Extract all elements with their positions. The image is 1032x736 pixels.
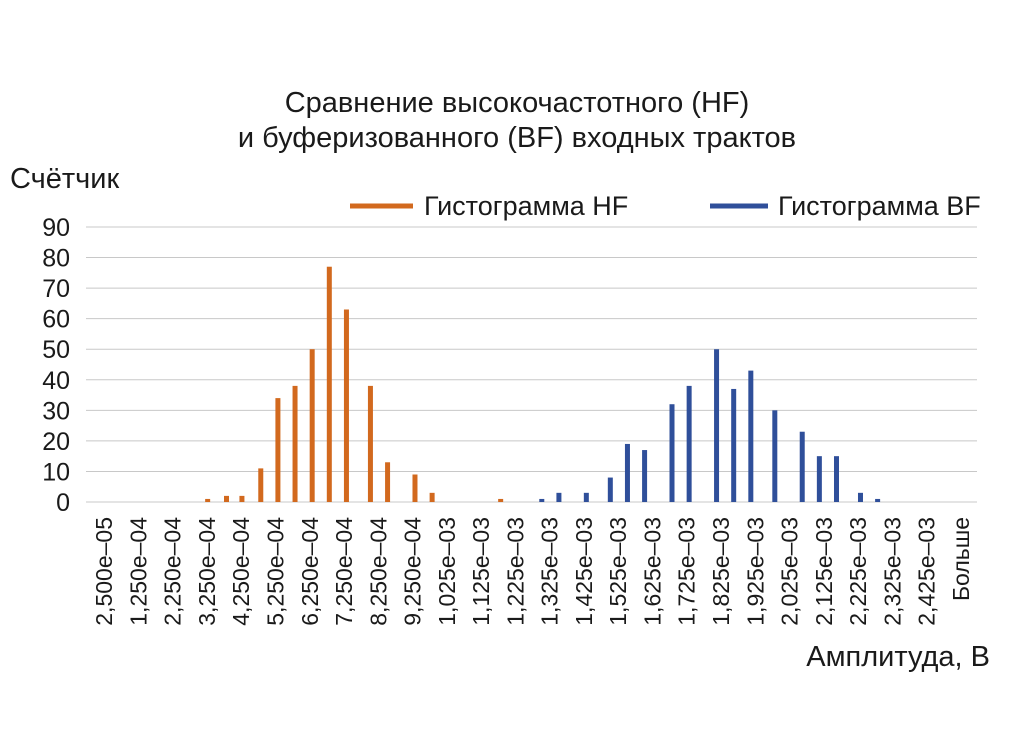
x-tick-label: 1,225e–03 [502, 517, 528, 626]
y-tick-label: 90 [42, 214, 70, 242]
bar-bf-5 [642, 450, 648, 502]
bar-bf-12 [799, 431, 805, 502]
bar-hf-1 [224, 495, 230, 502]
x-tick-label: 9,250e–04 [400, 517, 426, 626]
y-tick-label: 20 [42, 428, 70, 456]
bar-bf-8 [714, 349, 720, 502]
bar-bf-3 [607, 477, 613, 502]
bar-bf-11 [772, 410, 778, 502]
bar-bf-4 [624, 443, 630, 502]
bar-hf-8 [343, 309, 349, 502]
x-tick-label: 7,250e–04 [331, 517, 357, 626]
bar-hf-4 [275, 398, 281, 502]
x-tick-label: 1,925e–03 [742, 517, 768, 626]
bar-bf-1 [556, 492, 562, 502]
y-tick-label: 30 [42, 397, 70, 425]
bar-hf-0 [205, 498, 211, 502]
y-tick-label: 70 [42, 275, 70, 303]
y-axis-label: Счётчик [10, 163, 119, 195]
x-tick-label: 5,250e–04 [262, 517, 288, 626]
x-tick-label: 3,250e–04 [194, 517, 220, 626]
bar-bf-15 [857, 492, 863, 502]
x-tick-label: 1,525e–03 [605, 517, 631, 626]
x-tick-label: 2,225e–03 [845, 517, 871, 626]
x-tick-label: 1,625e–03 [639, 517, 665, 626]
x-tick-label: 8,250e–04 [365, 517, 391, 626]
x-tick-labels: 2,500e–05 1,250e–04 2,250e–04 3,250e–04 4,25… [91, 517, 974, 626]
bar-hf-5 [292, 385, 298, 502]
bar-hf-13 [498, 498, 504, 502]
bar-hf-10 [385, 462, 391, 502]
bar-bf-10 [748, 370, 754, 502]
y-tick-label: 50 [42, 336, 70, 364]
y-tick-label: 60 [42, 306, 70, 334]
bar-bf-6 [669, 404, 675, 502]
x-tick-label: 1,250e–04 [125, 517, 151, 626]
bar-bf-9 [731, 388, 737, 502]
y-tick-label: 40 [42, 367, 70, 395]
bar-hf-9 [367, 385, 373, 502]
bar-hf-7 [326, 266, 332, 502]
bar-bf-2 [583, 492, 589, 502]
x-axis-label: Амплитуда, В [806, 641, 990, 673]
x-tick-label: 1,025e–03 [434, 517, 460, 626]
x-tick-label: Больше [948, 517, 974, 601]
x-tick-label: 1,825e–03 [708, 517, 734, 626]
x-tick-label: 2,125e–03 [811, 517, 837, 626]
x-tick-label: 2,325e–03 [879, 517, 905, 626]
legend: Гистограмма HF Гистограмма BF [350, 191, 981, 221]
chart-title-line-1: Сравнение высокочастотного (HF) [285, 87, 750, 119]
bars [205, 266, 881, 502]
bar-hf-6 [309, 349, 315, 502]
y-tick-label: 0 [56, 489, 70, 517]
bar-bf-14 [833, 456, 839, 502]
x-tick-label: 2,250e–04 [160, 517, 186, 626]
x-tick-label: 2,425e–03 [914, 517, 940, 626]
bar-bf-0 [539, 498, 545, 502]
gridlines [86, 226, 977, 503]
x-tick-label: 4,250e–04 [228, 517, 254, 626]
x-tick-label: 6,250e–04 [297, 517, 323, 626]
chart-title-line-2: и буферизованного (BF) входных трактов [238, 122, 796, 154]
x-tick-label: 1,725e–03 [674, 517, 700, 626]
bar-bf-7 [686, 385, 692, 502]
y-tick-label: 10 [42, 458, 70, 486]
bar-hf-11 [412, 474, 418, 502]
bar-bf-13 [816, 456, 822, 502]
x-tick-label: 2,500e–05 [91, 517, 117, 626]
x-tick-label: 1,425e–03 [571, 517, 597, 626]
x-tick-label: 2,025e–03 [777, 517, 803, 626]
bar-hf-3 [258, 468, 264, 502]
legend-label-bf: Гистограмма BF [778, 191, 981, 221]
bar-hf-2 [239, 495, 245, 502]
y-tick-label: 80 [42, 245, 70, 273]
legend-label-hf: Гистограмма HF [424, 191, 628, 221]
x-tick-label: 1,325e–03 [537, 517, 563, 626]
x-tick-label: 1,125e–03 [468, 517, 494, 626]
bar-hf-12 [429, 492, 435, 502]
bar-bf-16 [875, 498, 881, 502]
